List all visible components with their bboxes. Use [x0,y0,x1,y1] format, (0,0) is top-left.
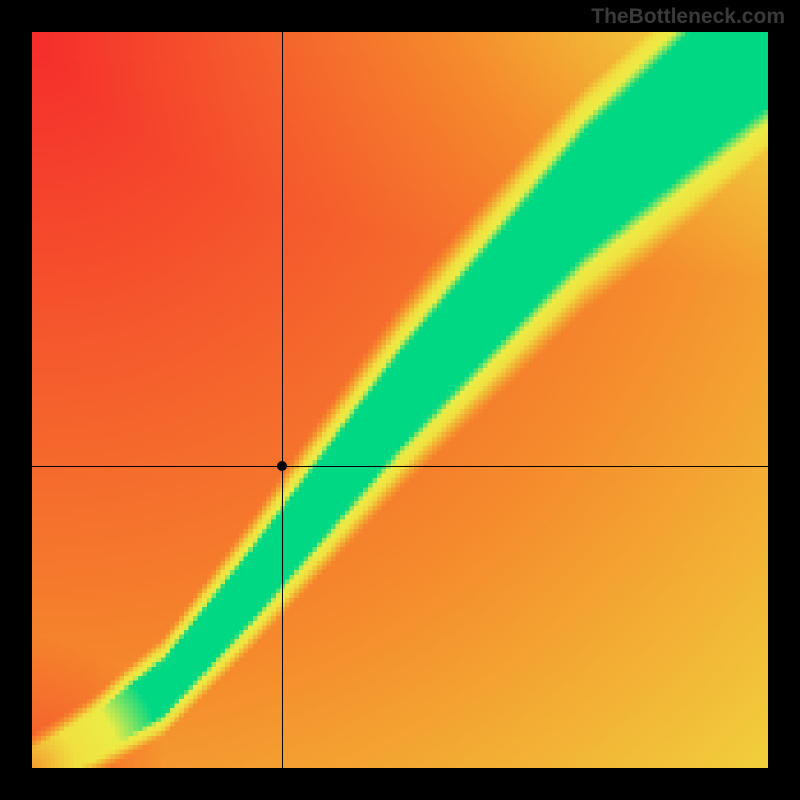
watermark-text: TheBottleneck.com [591,5,785,29]
crosshair-horizontal [32,466,768,467]
plot-frame [32,32,768,768]
figure-container: TheBottleneck.com [0,0,800,800]
crosshair-vertical [282,32,283,768]
marker-dot [277,461,287,471]
heatmap-canvas [32,32,768,768]
